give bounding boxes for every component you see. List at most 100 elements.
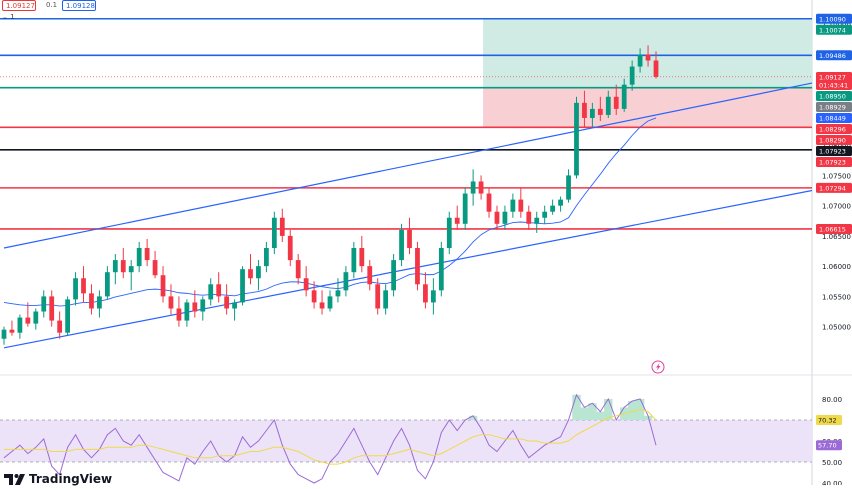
candle-81 [645, 45, 651, 67]
candle-body-28 [224, 296, 230, 309]
level-tag-9: 1.07923 [816, 146, 852, 157]
candle-65 [518, 187, 524, 218]
moving-average-line [3, 117, 657, 307]
level-tag-0: 1.10090 [816, 13, 852, 24]
candle-42 [335, 278, 341, 303]
candle-10 [81, 266, 86, 303]
candle-28 [224, 284, 230, 315]
candle-24 [192, 290, 198, 318]
candle-body-27 [216, 284, 222, 297]
candle-body-47 [375, 284, 381, 309]
candle-body-4 [33, 311, 39, 324]
candle-body-19 [152, 260, 158, 276]
candle-body-48 [383, 290, 389, 309]
level-tag-1: 1.10074 [816, 24, 852, 35]
candle-body-21 [168, 296, 174, 309]
candle-19 [152, 251, 158, 279]
candle-body-13 [104, 272, 110, 297]
candle-11 [89, 284, 94, 315]
sell-price-button[interactable]: 1.09127 [2, 0, 36, 11]
rsi-tick-3: 50.00 [822, 459, 842, 467]
candle-body-26 [208, 284, 214, 300]
candle-44 [351, 241, 357, 279]
candle-58 [462, 187, 468, 230]
candle-43 [343, 266, 349, 297]
candle-27 [216, 272, 222, 303]
candle-body-25 [200, 299, 206, 312]
candle-49 [391, 254, 396, 297]
candle-body-55 [438, 248, 444, 291]
level-tag-bg-4 [816, 91, 852, 102]
candle-40 [319, 290, 325, 315]
candle-body-74 [590, 108, 595, 118]
candle-56 [446, 211, 452, 255]
candle-body-66 [526, 211, 532, 224]
level-tag-label-8: 1.08290 [819, 137, 846, 145]
level-tag-label-11: 1.07294 [819, 184, 846, 192]
candle-body-53 [423, 284, 428, 303]
candle-48 [383, 284, 389, 315]
price-tick-9: 1.06000 [822, 263, 851, 271]
level-tag-label-3: 1.09127 [819, 74, 846, 82]
candle-22 [176, 296, 182, 327]
rsi-ma-line [4, 408, 657, 465]
candle-30 [240, 266, 245, 306]
candle-body-0 [1, 329, 7, 339]
candle-9 [73, 272, 78, 306]
candle-body-45 [359, 248, 365, 267]
collapse-toggle[interactable]: ⌄ 1 [2, 13, 15, 21]
candle-17 [136, 241, 142, 273]
rsi-ma-tag-label: 70.32 [818, 417, 837, 425]
candle-body-46 [367, 266, 373, 285]
lightning-icon-bolt [656, 363, 661, 371]
candle-69 [550, 199, 556, 215]
candle-82 [653, 51, 659, 79]
candle-41 [327, 290, 333, 312]
level-tag-label-4: 1.08950 [819, 93, 846, 101]
rsi-value-tag-bg [816, 440, 842, 451]
candle-2 [17, 314, 23, 339]
tradingview-logo[interactable]: TradingView [4, 471, 112, 487]
candle-body-70 [558, 199, 563, 206]
candle-body-23 [184, 302, 190, 321]
candle-31 [248, 254, 253, 285]
candle-23 [184, 299, 190, 327]
candle-body-80 [637, 54, 643, 67]
candle-body-73 [582, 102, 587, 118]
level-tag-bg-3 [816, 72, 852, 91]
candle-body-35 [279, 217, 285, 236]
channel-lower [3, 189, 813, 349]
candle-body-56 [446, 217, 452, 248]
candle-75 [597, 96, 603, 121]
level-tag-11: 1.07294 [816, 182, 852, 193]
candle-61 [486, 187, 492, 218]
lightning-icon-ring [651, 360, 665, 374]
candle-5 [41, 290, 47, 318]
spread-value: 0.1 [46, 1, 58, 9]
level-tag-bg-0 [816, 13, 852, 24]
candle-15 [120, 248, 126, 279]
level-tag-bg-11 [816, 182, 852, 193]
level-tag-5: 1.08929 [816, 102, 852, 113]
candle-0 [1, 326, 7, 345]
level-tag-bg-10 [816, 157, 852, 168]
price-tick-7: 1.07000 [822, 203, 851, 211]
candle-body-15 [120, 260, 126, 273]
candle-20 [160, 266, 166, 303]
level-tag-bg-2 [816, 50, 852, 61]
rsi-value-tag-label: 57.70 [818, 442, 837, 450]
buy-price-button[interactable]: 1.09128 [62, 0, 96, 11]
candle-37 [295, 254, 301, 285]
candle-body-34 [271, 217, 277, 248]
candle-57 [454, 205, 460, 230]
candle-32 [256, 260, 261, 291]
candle-16 [128, 260, 134, 291]
candle-body-41 [327, 296, 333, 309]
candle-body-76 [605, 96, 611, 115]
candle-body-75 [597, 108, 603, 115]
candle-60 [478, 175, 484, 200]
level-tag-label-5: 1.08929 [819, 104, 846, 112]
level-tag-label-0: 1.10090 [819, 15, 846, 23]
candle-38 [303, 266, 309, 297]
